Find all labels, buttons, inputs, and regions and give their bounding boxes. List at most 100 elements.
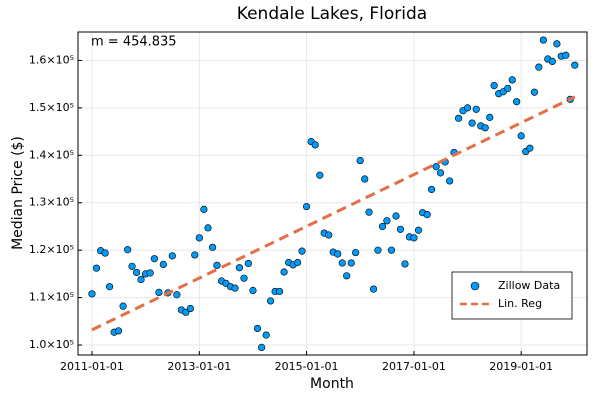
y-tick-label: 1.1×10⁵ [29, 291, 74, 304]
data-point [146, 269, 154, 277]
data-point [137, 275, 145, 284]
x-tick-label: 2013-01-01 [167, 360, 231, 373]
chart-title: Kendale Lakes, Florida [237, 4, 427, 24]
data-point [275, 287, 284, 296]
data-point [504, 84, 512, 93]
data-point [294, 258, 302, 267]
legend-marker [470, 281, 480, 291]
data-point [553, 40, 561, 48]
data-point [240, 274, 248, 282]
data-point [486, 113, 494, 121]
data-point [392, 212, 400, 220]
data-point [213, 261, 221, 269]
data-point [186, 304, 194, 313]
data-point [302, 202, 311, 211]
data-point [548, 57, 556, 66]
data-point [316, 171, 324, 179]
data-point [133, 268, 141, 277]
data-point [311, 141, 319, 149]
x-tick-label: 2017-01-01 [382, 360, 446, 373]
plot-frame [77, 31, 588, 356]
data-point [334, 250, 342, 258]
data-point [124, 246, 132, 254]
data-point [356, 156, 364, 165]
data-point [383, 217, 391, 225]
y-tick-label: 1.6×10⁵ [29, 53, 74, 66]
data-point [182, 308, 190, 316]
data-point [468, 119, 476, 127]
data-point [396, 225, 405, 233]
data-point [517, 132, 525, 140]
data-point [280, 268, 288, 276]
y-tick-label: 1.0×10⁵ [29, 338, 74, 351]
data-point [168, 252, 176, 260]
data-point [526, 144, 534, 152]
x-tick-label: 2015-01-01 [275, 360, 339, 373]
data-point [571, 61, 579, 69]
legend-label: Zillow Data [498, 279, 560, 292]
data-point [530, 88, 539, 96]
data-point [365, 208, 373, 216]
data-point [208, 243, 217, 251]
data-point [338, 259, 346, 267]
data-point [436, 169, 445, 177]
data-point [361, 175, 369, 183]
data-point [374, 246, 382, 254]
data-point [490, 81, 498, 90]
data-point [128, 262, 136, 270]
data-point [262, 331, 270, 339]
data-point [481, 124, 489, 132]
data-point [455, 114, 463, 122]
data-point [92, 264, 101, 272]
data-point [414, 226, 423, 234]
data-point [446, 177, 454, 185]
data-point [562, 51, 570, 59]
data-point [432, 163, 440, 171]
data-point [258, 343, 266, 352]
data-point [410, 234, 418, 242]
data-point [231, 284, 239, 292]
data-point [191, 251, 199, 259]
data-point [423, 211, 431, 219]
data-point [244, 259, 253, 268]
data-point [155, 288, 163, 296]
x-tick-label: 2019-01-01 [489, 360, 553, 373]
data-point [159, 260, 167, 269]
data-point [347, 259, 355, 267]
x-tick-label: 2011-01-01 [60, 360, 124, 373]
data-point [105, 283, 114, 291]
data-point [539, 36, 547, 44]
data-point [266, 297, 275, 305]
data-point [173, 291, 181, 299]
y-tick-label: 1.4×10⁵ [29, 148, 74, 161]
data-point [427, 185, 436, 194]
data-point [150, 255, 158, 263]
regression-line [91, 95, 576, 332]
data-point [195, 234, 203, 242]
data-point [513, 98, 521, 106]
data-point [387, 246, 396, 254]
data-point [463, 104, 472, 112]
data-point [508, 76, 516, 84]
data-point [253, 324, 262, 333]
data-point [249, 286, 257, 295]
data-point [378, 222, 387, 231]
data-point [343, 272, 351, 280]
y-axis-label: Median Price ($) [10, 136, 26, 250]
data-point [535, 63, 543, 71]
data-point [325, 231, 333, 239]
data-point [401, 260, 409, 268]
data-point [204, 224, 212, 232]
data-point [298, 247, 306, 255]
y-tick-label: 1.5×10⁵ [29, 101, 74, 114]
y-tick-label: 1.2×10⁵ [29, 243, 74, 256]
legend-box [451, 271, 573, 320]
data-point [101, 249, 109, 257]
data-point [235, 264, 244, 272]
annotation: m = 454.835 [91, 35, 177, 50]
y-tick-label: 1.3×10⁵ [29, 196, 74, 209]
data-point [114, 327, 123, 335]
x-axis-label: Month [310, 376, 354, 392]
legend-label: Lin. Reg [498, 297, 542, 310]
